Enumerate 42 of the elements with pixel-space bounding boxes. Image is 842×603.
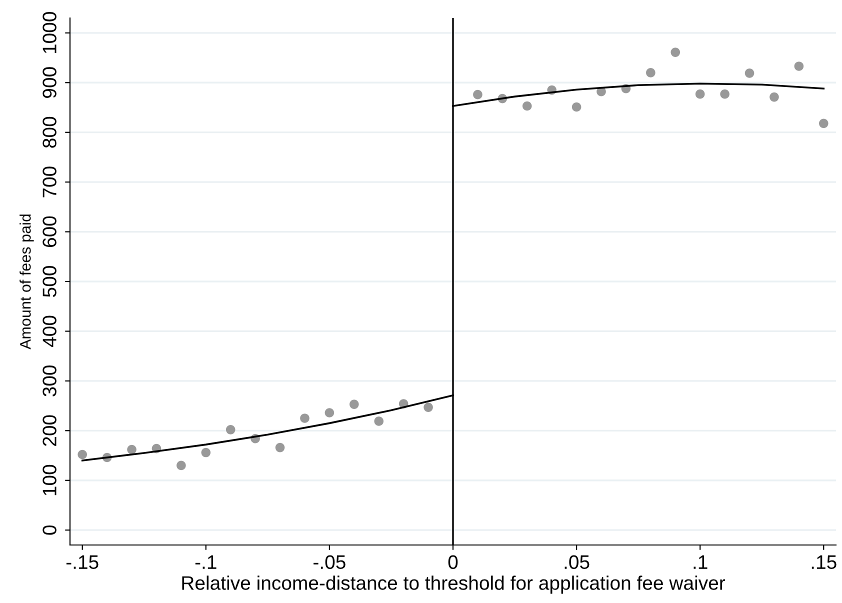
point: [572, 102, 582, 112]
point: [201, 448, 211, 458]
y-tick-label: 800: [42, 116, 56, 148]
x-axis-title: Relative income-distance to threshold for application fee waiver: [182, 576, 726, 594]
point: [300, 414, 310, 423]
point: [275, 442, 285, 452]
point: [324, 408, 334, 418]
x-tick-label: 0: [448, 555, 458, 570]
point: [794, 62, 804, 71]
point: [226, 425, 236, 434]
x-tick-label: .15: [812, 555, 836, 570]
y-tick-label: 1000: [42, 12, 56, 54]
point: [720, 89, 730, 99]
y-tick-label: 900: [42, 67, 56, 98]
y-tick-label: 700: [42, 166, 56, 198]
point: [176, 460, 186, 470]
y-tick-label: 600: [42, 216, 56, 248]
x-tick-label: -.1: [195, 555, 216, 569]
point: [670, 48, 680, 57]
point: [522, 101, 532, 111]
point: [695, 89, 705, 99]
point: [646, 68, 656, 78]
point: [127, 444, 136, 454]
x-tick-label: .05: [564, 555, 590, 570]
point: [424, 402, 433, 412]
point: [374, 416, 384, 426]
point: [350, 400, 359, 409]
point: [78, 450, 88, 460]
y-axis-title: Amount of fees paid: [20, 214, 34, 350]
y-tick-label: 200: [42, 415, 56, 446]
point: [770, 92, 779, 102]
point: [473, 90, 482, 100]
x-tick-label: -.05: [314, 555, 346, 570]
y-tick-label: 400: [42, 316, 56, 347]
x-tick-label: -.15: [66, 555, 98, 570]
y-tick-label: 300: [42, 365, 56, 396]
x-tick-label: .1: [694, 555, 708, 569]
y-tick-label: 100: [42, 464, 56, 496]
point: [818, 118, 828, 128]
point: [744, 68, 754, 78]
y-tick-label: 500: [42, 266, 56, 297]
y-tick-label: 0: [42, 525, 56, 535]
